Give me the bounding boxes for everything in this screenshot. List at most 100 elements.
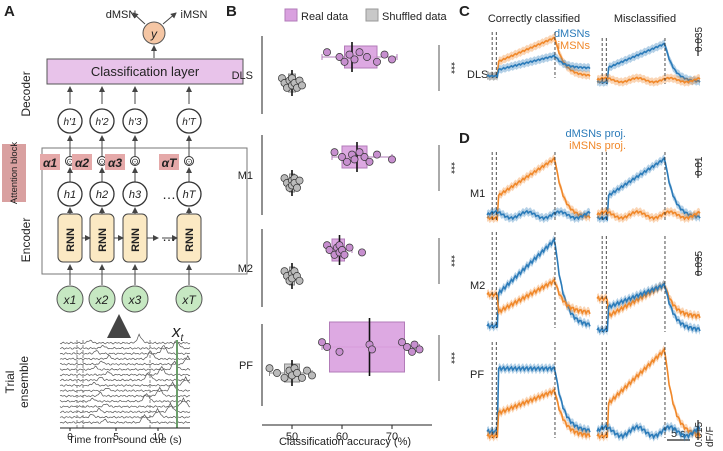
b-category-label: DLS bbox=[232, 70, 253, 82]
trace-subplot bbox=[486, 232, 591, 332]
trace-subplot bbox=[596, 342, 701, 442]
trace-line bbox=[596, 42, 701, 85]
x-node bbox=[56, 285, 84, 313]
hprime-node bbox=[122, 108, 148, 134]
encoder-column: h'1 α1 ⊙ h1 RNN x1 bbox=[40, 86, 84, 313]
hprime-label: h'T bbox=[182, 117, 196, 128]
trial-traces bbox=[59, 333, 191, 428]
ellipsis: … bbox=[162, 228, 176, 244]
b-x-tick-label: 50 bbox=[286, 431, 298, 443]
b-point bbox=[335, 53, 344, 61]
alpha-box bbox=[159, 154, 179, 170]
b-point bbox=[323, 48, 331, 57]
trace-line bbox=[486, 388, 591, 440]
b-point bbox=[325, 246, 334, 254]
trace-plots bbox=[486, 32, 701, 442]
panel-c-letter: C bbox=[459, 3, 470, 20]
trial-trace bbox=[59, 372, 191, 382]
d-y-unit: dF/F bbox=[705, 426, 716, 447]
b-point bbox=[280, 373, 289, 382]
h-node bbox=[122, 181, 148, 207]
alpha-box bbox=[105, 154, 125, 170]
c-title-correct: Correctly classified bbox=[488, 13, 580, 25]
classification-layer-box bbox=[46, 58, 244, 85]
arrow-to-dmsn bbox=[132, 12, 146, 25]
panel-b: B Real data Shuffled data 50 60 70 DLS *** M1… bbox=[226, 3, 456, 448]
output-imsn-label: iMSN bbox=[181, 9, 208, 21]
b-x-tick-label: 60 bbox=[336, 431, 348, 443]
panel-a-letter: A bbox=[4, 3, 15, 20]
trial-tick-label: 5 bbox=[113, 432, 119, 443]
b-point bbox=[403, 343, 411, 351]
c-legend-imsn: iMSNs bbox=[558, 40, 591, 52]
b-point bbox=[295, 276, 304, 285]
b-point bbox=[293, 183, 301, 192]
b-x-title: Classification accuracy (%) bbox=[279, 436, 411, 448]
b-point bbox=[415, 345, 424, 354]
panel-b-letter: B bbox=[226, 3, 237, 20]
output-y-label: y bbox=[150, 27, 158, 41]
b-point bbox=[345, 50, 354, 59]
decoder-label: Decoder bbox=[19, 71, 33, 116]
c-title-misclassified: Misclassified bbox=[614, 13, 676, 25]
panel-a: A y dMSN iMSN Decoder Classification lay… bbox=[2, 3, 248, 446]
panel-d: D dMSNs proj. iMSNs proj. M1 M2 PF 0.01 … bbox=[459, 128, 716, 447]
trace-line bbox=[486, 237, 591, 330]
b-point bbox=[265, 364, 274, 373]
hprime-label: h'3 bbox=[128, 117, 141, 128]
b-point bbox=[335, 347, 344, 356]
x-label: xT bbox=[181, 293, 197, 307]
trial-ensemble-label: Trialensemble bbox=[3, 356, 31, 408]
odot-symbol: ⊙ bbox=[131, 157, 139, 167]
h-label: hT bbox=[183, 189, 197, 201]
trial-trace bbox=[59, 407, 191, 419]
x-label: x2 bbox=[95, 293, 109, 307]
alpha-label: α2 bbox=[75, 156, 89, 170]
b-point bbox=[330, 148, 339, 157]
trace-line bbox=[596, 423, 701, 440]
x-label: x1 bbox=[63, 293, 77, 307]
panel-c: C Correctly classified Misclassified dMS… bbox=[459, 3, 705, 81]
hprime-label: h'1 bbox=[63, 117, 76, 128]
trial-tick-label: 10 bbox=[152, 432, 164, 443]
h-node bbox=[89, 181, 115, 207]
trial-trace bbox=[59, 381, 191, 393]
b-category-label: PF bbox=[239, 360, 253, 372]
trace-line bbox=[486, 365, 591, 435]
trial-trace bbox=[59, 393, 191, 403]
classification-layer-label: Classification layer bbox=[91, 64, 200, 79]
trace-subplot bbox=[486, 342, 591, 442]
trace-subplot bbox=[596, 152, 701, 224]
significance-stars: *** bbox=[445, 352, 456, 364]
trial-ticks: 0 5 10 bbox=[67, 428, 164, 443]
h-node bbox=[57, 181, 83, 207]
ellipsis: … bbox=[162, 186, 176, 202]
alpha-label: αT bbox=[162, 156, 178, 170]
trace-line bbox=[596, 282, 701, 320]
x-node bbox=[121, 285, 149, 313]
b-point bbox=[373, 150, 381, 159]
b-category-label: M2 bbox=[238, 263, 253, 275]
trace-line bbox=[596, 209, 701, 221]
odot-node bbox=[130, 156, 140, 166]
odot-symbol: ⊙ bbox=[98, 157, 106, 167]
c-legend-dmsn: dMSNs bbox=[554, 28, 591, 40]
hprime-node bbox=[57, 108, 83, 134]
legend-shuffled-swatch bbox=[365, 8, 379, 22]
trace-line bbox=[486, 54, 591, 79]
b-point bbox=[343, 157, 351, 166]
h-node bbox=[176, 181, 202, 207]
alpha-box bbox=[72, 154, 92, 170]
b-point bbox=[298, 373, 306, 382]
b-point bbox=[363, 53, 371, 61]
d-row-pf: PF bbox=[470, 369, 484, 381]
x-node bbox=[88, 285, 116, 313]
encoder-column: h'3 α3 ⊙ h3 RNN x3 bbox=[105, 86, 149, 313]
output-y-node bbox=[142, 21, 166, 45]
xt-label: xt bbox=[171, 322, 185, 344]
attention-block-label: Attention block bbox=[9, 142, 20, 205]
b-point bbox=[373, 57, 381, 66]
rnn-label: RNN bbox=[65, 228, 77, 252]
